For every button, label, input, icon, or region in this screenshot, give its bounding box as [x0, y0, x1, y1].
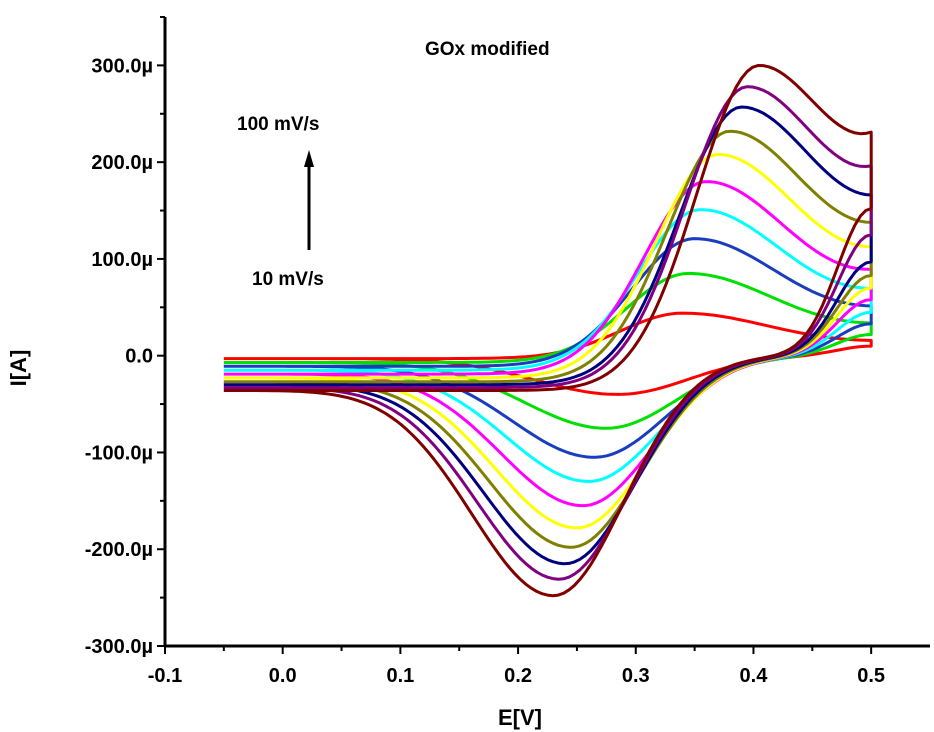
curves-group — [223, 64, 873, 598]
x-tick-label: -0.1 — [148, 665, 182, 687]
cv-curve-10 — [223, 64, 873, 598]
cv-curve-7 — [223, 129, 873, 549]
y-tick-label: 0.0 — [125, 346, 153, 368]
x-tick-label: 0.2 — [504, 665, 532, 687]
x-tick-label: 0.3 — [622, 665, 650, 687]
annotation-bottom: 10 mV/s — [252, 269, 324, 290]
y-tick-label: -200.0µ — [85, 539, 153, 561]
cv-curve-5 — [223, 180, 873, 508]
y-tick-label: 200.0µ — [91, 152, 153, 174]
x-tick-label: 0.1 — [386, 665, 414, 687]
y-tick-label: 300.0µ — [91, 55, 153, 77]
y-axis-title: I[A] — [6, 350, 31, 387]
chart-title: GOx modified — [425, 39, 550, 60]
y-tick-label: 100.0µ — [91, 249, 153, 271]
y-tick-label: -300.0µ — [85, 636, 153, 658]
scan-rate-arrow — [304, 150, 314, 250]
axes-group — [157, 16, 930, 654]
cv-curve-2 — [223, 271, 873, 430]
x-tick-label: 0.4 — [740, 665, 769, 687]
cv-curve-9 — [223, 85, 873, 581]
cv-curve-6 — [223, 153, 873, 530]
x-axis-title: E[V] — [498, 705, 542, 730]
x-tick-label: 0.5 — [857, 665, 885, 687]
cv-curve-4 — [223, 208, 873, 483]
tick-labels-group: -0.1 0.0 0.1 0.2 0.3 0.4 0.5 300.0µ 200.0µ 100.0µ… — [85, 55, 885, 687]
y-tick-label: -100.0µ — [85, 442, 153, 464]
annotation-top: 100 mV/s — [237, 114, 319, 135]
x-tick-label: 0.0 — [269, 665, 297, 687]
